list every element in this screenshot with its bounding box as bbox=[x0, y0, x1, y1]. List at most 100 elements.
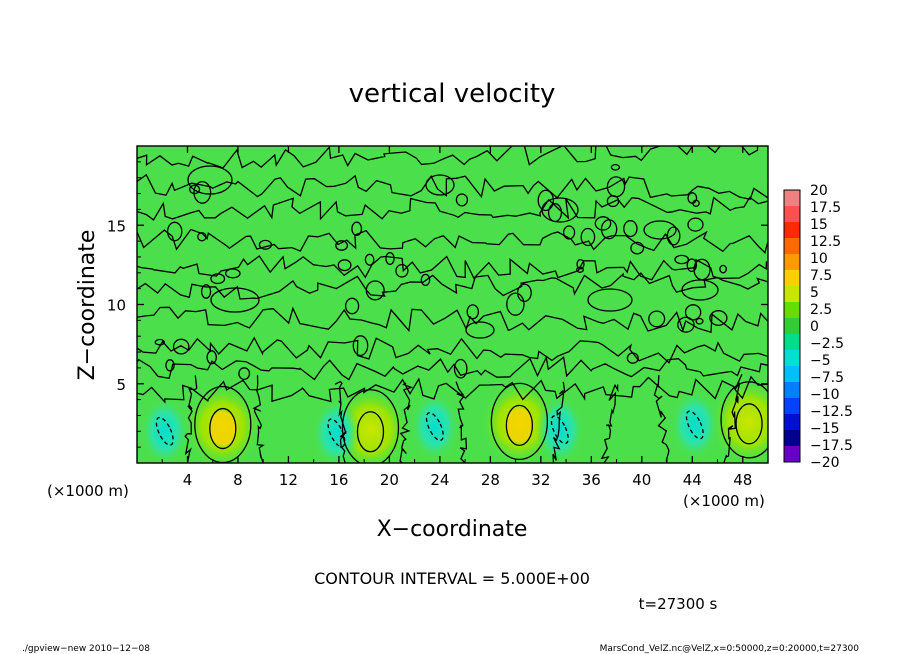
y-tick-label: 5 bbox=[116, 376, 126, 394]
colorbar-swatch bbox=[784, 350, 800, 367]
eddy-contour bbox=[364, 253, 375, 266]
eddy-contour bbox=[352, 335, 369, 357]
plume-contour bbox=[184, 375, 198, 463]
updraft-contour bbox=[505, 404, 534, 447]
plume-contour bbox=[252, 375, 265, 463]
colorbar-swatch bbox=[784, 366, 800, 383]
eddy-contour bbox=[719, 264, 727, 274]
downdraft-core bbox=[535, 395, 584, 463]
x-axis-label: X−coordinate bbox=[377, 517, 528, 542]
eddy-contour bbox=[258, 239, 273, 250]
colorbar-label: −7.5 bbox=[810, 370, 844, 386]
y-tick-label: 15 bbox=[107, 217, 126, 235]
colorbar-swatch bbox=[784, 270, 800, 287]
eddy-contour bbox=[626, 352, 639, 364]
colorbar-label: −12.5 bbox=[810, 404, 853, 420]
plot-area bbox=[136, 145, 769, 464]
eddy-contour bbox=[154, 338, 165, 346]
eddy-contour bbox=[674, 254, 690, 265]
eddy-contour bbox=[709, 310, 728, 326]
colorbar-label: 17.5 bbox=[810, 200, 841, 216]
eddy-contour bbox=[335, 240, 349, 251]
colorbar-swatch bbox=[784, 302, 800, 319]
downdraft-contour bbox=[550, 415, 569, 445]
colorbar-swatch bbox=[784, 318, 800, 335]
colorbar-swatch bbox=[784, 238, 800, 255]
eddy-contour bbox=[610, 163, 621, 171]
colorbar-label: 2.5 bbox=[810, 302, 832, 318]
plume-contour bbox=[552, 381, 566, 463]
colorbar-label: −2.5 bbox=[810, 336, 844, 352]
x-tick-label: 20 bbox=[380, 471, 399, 489]
eddy-contour bbox=[344, 297, 360, 315]
x-tick-label: 16 bbox=[329, 471, 348, 489]
x-tick-label: 44 bbox=[683, 471, 702, 489]
colorbar-label: 12.5 bbox=[810, 234, 841, 250]
colorbar-frame bbox=[783, 189, 801, 463]
footer-left: ./gpview−new 2010−12−08 bbox=[22, 644, 150, 654]
eddy-contour bbox=[200, 284, 212, 299]
colorbar: 2017.51512.5107.552.50−2.5−5−7.5−10−12.5… bbox=[783, 183, 853, 471]
eddy-contour bbox=[580, 227, 596, 247]
plume-contour bbox=[600, 383, 619, 463]
eddy-contour bbox=[365, 280, 385, 301]
downdraft-contour bbox=[327, 418, 346, 448]
eddy-contour bbox=[687, 217, 704, 232]
contour-line bbox=[137, 272, 768, 300]
loop-contour bbox=[425, 174, 455, 196]
x-unit-left: (×1000 m) bbox=[47, 482, 129, 500]
x-tick-label: 32 bbox=[531, 471, 550, 489]
eddy-contour bbox=[193, 180, 212, 204]
eddy-contour bbox=[165, 359, 175, 372]
updraft-core-center bbox=[208, 411, 237, 446]
eddy-contour bbox=[630, 241, 645, 255]
loop-contour bbox=[541, 197, 579, 223]
eddy-contour bbox=[594, 216, 612, 231]
eddy-contour bbox=[172, 338, 190, 355]
eddy-contour bbox=[677, 316, 695, 333]
contour-line bbox=[137, 336, 768, 364]
updraft-contour bbox=[209, 407, 237, 450]
eddy-contour bbox=[648, 310, 666, 328]
loop-contour bbox=[681, 279, 719, 301]
colorbar-label: −15 bbox=[810, 421, 840, 437]
plume-contour bbox=[399, 382, 414, 463]
eddy-contour bbox=[395, 263, 409, 278]
loop-contour bbox=[210, 287, 260, 313]
plume-contour bbox=[653, 375, 670, 463]
downdraft-core bbox=[410, 392, 459, 461]
eddy-contour bbox=[576, 258, 585, 270]
updraft-core bbox=[711, 379, 768, 463]
contour-line bbox=[137, 173, 768, 201]
colorbar-swatch bbox=[784, 254, 800, 271]
downdraft-core bbox=[670, 390, 719, 459]
y-axis-label: Z−coordinate bbox=[75, 230, 100, 381]
eddy-contour bbox=[537, 189, 555, 212]
eddy-contour bbox=[576, 266, 584, 273]
colorbar-label: 7.5 bbox=[810, 268, 832, 284]
chart-title: vertical velocity bbox=[349, 79, 556, 109]
contour-line bbox=[137, 306, 768, 334]
contour-interval-label: CONTOUR INTERVAL = 5.000E+00 bbox=[314, 569, 590, 588]
colorbar-swatch bbox=[784, 190, 800, 207]
colorbar-swatch bbox=[784, 414, 800, 431]
eddy-contour bbox=[166, 221, 183, 242]
updraft-zero-contour bbox=[341, 389, 400, 463]
colorbar-swatch bbox=[784, 286, 800, 303]
eddy-contour bbox=[695, 317, 704, 325]
loop-contour bbox=[587, 288, 633, 312]
updraft-contour bbox=[735, 403, 763, 445]
eddy-contour bbox=[453, 358, 468, 379]
eddy-contour bbox=[666, 226, 681, 246]
y-tick-label: 10 bbox=[107, 297, 126, 315]
colorbar-label: 15 bbox=[810, 217, 828, 233]
eddy-contour bbox=[623, 220, 638, 238]
eddy-contour bbox=[197, 231, 207, 242]
eddy-contour bbox=[351, 221, 363, 237]
colorbar-swatch bbox=[784, 430, 800, 447]
updraft-zero-contour bbox=[490, 382, 549, 461]
colorbar-label: −20 bbox=[810, 455, 840, 471]
loop-contour bbox=[187, 165, 233, 195]
eddy-contour bbox=[210, 273, 226, 285]
